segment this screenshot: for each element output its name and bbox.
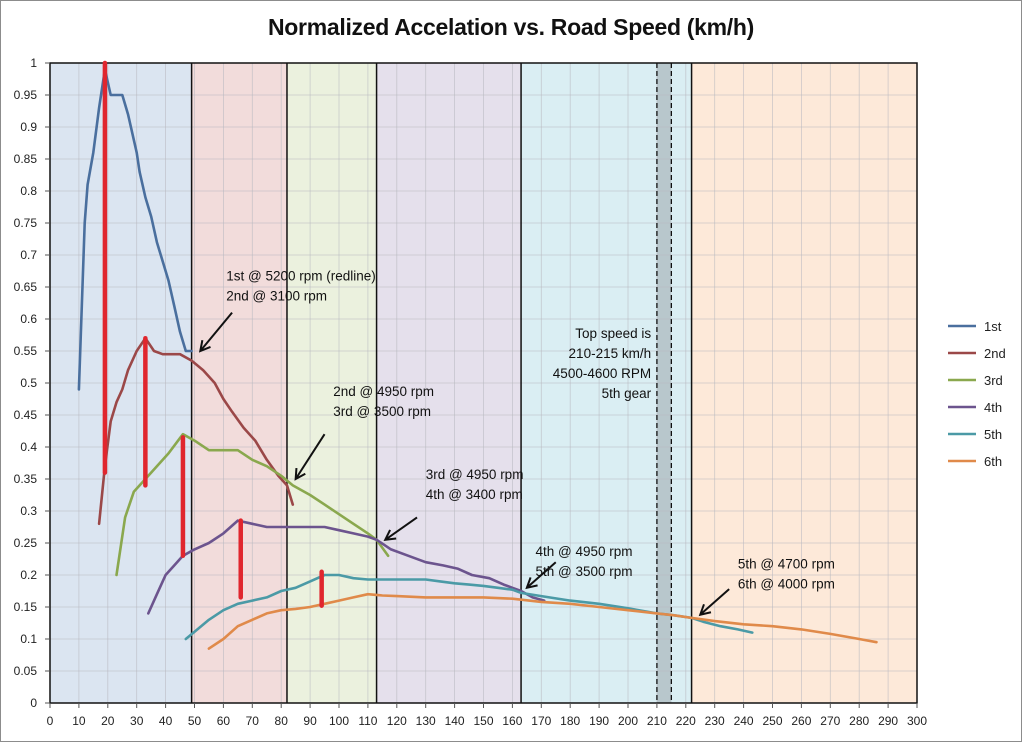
x-tick-label: 220 xyxy=(676,714,696,728)
annotation-text: 5th @ 3500 rpm xyxy=(536,564,633,579)
x-tick-label: 200 xyxy=(618,714,638,728)
y-tick-label: 0.45 xyxy=(14,408,38,422)
y-tick-label: 0.1 xyxy=(20,632,37,646)
x-tick-label: 190 xyxy=(589,714,609,728)
annotation-text: 5th gear xyxy=(602,386,652,401)
x-tick-label: 170 xyxy=(531,714,551,728)
chart-title: Normalized Accelation vs. Road Speed (km… xyxy=(268,14,754,40)
x-tick-label: 50 xyxy=(188,714,202,728)
x-tick-label: 150 xyxy=(473,714,493,728)
y-tick-label: 0.85 xyxy=(14,152,38,166)
x-tick-label: 280 xyxy=(849,714,869,728)
annotation-text: 3rd @ 3500 rpm xyxy=(333,404,431,419)
y-tick-label: 0.55 xyxy=(14,344,38,358)
y-tick-label: 0.65 xyxy=(14,280,38,294)
legend-label-4th: 4th xyxy=(984,400,1002,415)
legend-label-2nd: 2nd xyxy=(984,346,1006,361)
x-tick-label: 70 xyxy=(246,714,260,728)
series-line-4th xyxy=(147,519,546,615)
x-tick-label: 80 xyxy=(275,714,289,728)
annotation-text: Top speed is xyxy=(575,326,651,341)
annotation-arrow xyxy=(384,516,418,541)
x-tick-label: 40 xyxy=(159,714,173,728)
y-tick-label: 0.3 xyxy=(20,504,37,518)
x-tick-label: 110 xyxy=(358,714,377,728)
annotation-arrow xyxy=(294,433,326,480)
x-tick-label: 300 xyxy=(907,714,927,728)
annotation-arrowhead xyxy=(525,577,538,590)
x-tick-label: 120 xyxy=(387,714,407,728)
y-tick-label: 0.15 xyxy=(14,600,38,614)
annotation-arrowhead xyxy=(383,529,397,542)
y-tick-label: 0.75 xyxy=(14,216,38,230)
series-line-2nd xyxy=(97,336,295,526)
series-line-6th xyxy=(207,592,878,650)
annotation-text: 3rd @ 4950 rpm xyxy=(426,467,524,482)
y-tick-label: 0.5 xyxy=(20,376,37,390)
annotation-arrow xyxy=(199,311,233,352)
x-tick-label: 20 xyxy=(101,714,115,728)
x-tick-label: 230 xyxy=(705,714,725,728)
series-line-3rd xyxy=(115,432,390,577)
legend-label-1st: 1st xyxy=(984,319,1002,334)
series-line-1st xyxy=(77,68,193,391)
y-tick-label: 0.95 xyxy=(14,88,38,102)
annotation-text: 210-215 km/h xyxy=(569,346,652,361)
x-tick-label: 250 xyxy=(762,714,782,728)
x-tick-label: 10 xyxy=(72,714,86,728)
annotation-text: 1st @ 5200 rpm (redline) xyxy=(226,269,376,284)
y-tick-label: 1 xyxy=(30,56,37,70)
x-tick-label: 100 xyxy=(329,714,349,728)
annotation-text: 4th @ 4950 rpm xyxy=(536,544,633,559)
y-tick-label: 0.7 xyxy=(20,248,37,262)
annotation-arrowhead xyxy=(198,340,211,353)
annotation-arrow xyxy=(526,561,557,589)
annotation-arrowhead xyxy=(698,603,712,617)
annotation-text: 6th @ 4000 rpm xyxy=(738,577,835,592)
x-tick-label: 290 xyxy=(878,714,898,728)
y-tick-label: 0.9 xyxy=(20,120,37,134)
x-tick-label: 180 xyxy=(560,714,580,728)
y-tick-label: 0.8 xyxy=(20,184,37,198)
legend-label-5th: 5th xyxy=(984,427,1002,442)
y-tick-label: 0.6 xyxy=(20,312,37,326)
annotation-text: 2nd @ 3100 rpm xyxy=(226,289,327,304)
y-tick-label: 0.35 xyxy=(14,472,38,486)
annotation-arrow xyxy=(699,588,730,616)
x-tick-label: 210 xyxy=(647,714,667,728)
annotation-text: 4th @ 3400 rpm xyxy=(426,487,523,502)
y-tick-label: 0.05 xyxy=(14,664,38,678)
y-tick-label: 0 xyxy=(30,696,37,710)
annotation-arrowhead xyxy=(294,467,306,481)
x-tick-label: 30 xyxy=(130,714,144,728)
x-tick-label: 270 xyxy=(820,714,840,728)
y-tick-label: 0.25 xyxy=(14,536,38,550)
y-tick-label: 0.4 xyxy=(20,440,37,454)
x-tick-label: 260 xyxy=(791,714,811,728)
legend-label-6th: 6th xyxy=(984,454,1002,469)
x-tick-label: 140 xyxy=(445,714,465,728)
annotation-text: 5th @ 4700 rpm xyxy=(738,557,835,572)
y-tick-label: 0.2 xyxy=(20,568,37,582)
legend-label-3rd: 3rd xyxy=(984,373,1003,388)
x-tick-label: 240 xyxy=(734,714,754,728)
annotation-text: 4500-4600 RPM xyxy=(553,366,651,381)
x-tick-label: 60 xyxy=(217,714,231,728)
x-tick-label: 160 xyxy=(502,714,522,728)
x-tick-label: 130 xyxy=(416,714,436,728)
x-tick-label: 0 xyxy=(47,714,54,728)
x-tick-label: 90 xyxy=(303,714,317,728)
annotation-text: 2nd @ 4950 rpm xyxy=(333,384,434,399)
